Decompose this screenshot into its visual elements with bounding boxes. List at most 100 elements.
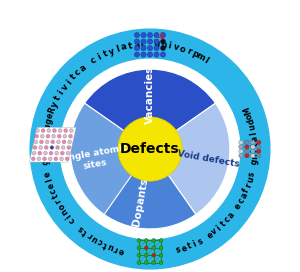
- Text: g: g: [44, 118, 54, 125]
- Text: R: R: [47, 106, 58, 115]
- Circle shape: [134, 39, 140, 44]
- Circle shape: [44, 146, 48, 149]
- Text: l: l: [45, 177, 54, 182]
- Text: g: g: [41, 159, 51, 165]
- Text: a: a: [78, 63, 88, 73]
- Circle shape: [147, 52, 153, 57]
- Circle shape: [245, 140, 249, 145]
- Circle shape: [141, 45, 146, 51]
- Wedge shape: [85, 69, 215, 149]
- Text: r: r: [185, 46, 192, 56]
- Circle shape: [60, 151, 64, 155]
- Text: m: m: [195, 51, 207, 63]
- Text: i: i: [64, 212, 73, 219]
- Circle shape: [46, 134, 50, 138]
- Text: t: t: [53, 94, 63, 102]
- Text: s: s: [247, 171, 257, 177]
- Text: e: e: [205, 230, 215, 240]
- Circle shape: [137, 246, 141, 250]
- Circle shape: [62, 140, 66, 144]
- Circle shape: [36, 129, 39, 132]
- Circle shape: [245, 144, 249, 149]
- Text: t: t: [40, 143, 50, 147]
- Text: a: a: [226, 211, 237, 220]
- Circle shape: [154, 39, 159, 44]
- Text: r: r: [86, 230, 94, 240]
- Circle shape: [47, 129, 51, 132]
- Circle shape: [55, 151, 58, 155]
- Circle shape: [250, 153, 255, 158]
- Text: a: a: [41, 136, 50, 142]
- Circle shape: [256, 153, 261, 158]
- Text: c: c: [141, 39, 146, 49]
- Circle shape: [245, 153, 249, 158]
- Text: i: i: [167, 41, 172, 51]
- Text: s: s: [76, 223, 86, 233]
- Circle shape: [134, 45, 140, 51]
- Circle shape: [137, 253, 141, 257]
- Text: t: t: [51, 192, 61, 199]
- Text: c: c: [68, 215, 77, 225]
- Text: Void defects: Void defects: [176, 149, 240, 169]
- Text: t: t: [101, 49, 109, 59]
- Circle shape: [52, 129, 56, 132]
- Text: n: n: [160, 40, 167, 50]
- Circle shape: [154, 45, 159, 51]
- Text: i: i: [96, 52, 103, 61]
- Circle shape: [65, 157, 69, 161]
- Text: c: c: [223, 215, 232, 225]
- Circle shape: [51, 140, 55, 144]
- Circle shape: [41, 129, 45, 132]
- Circle shape: [144, 253, 148, 257]
- Text: p: p: [190, 49, 200, 59]
- Circle shape: [60, 157, 63, 161]
- Text: v: v: [172, 42, 180, 52]
- Circle shape: [66, 151, 70, 155]
- Text: t: t: [81, 227, 89, 236]
- Text: s: s: [196, 236, 204, 246]
- Text: g: g: [249, 159, 259, 165]
- Circle shape: [56, 146, 59, 149]
- Circle shape: [63, 134, 67, 138]
- Circle shape: [245, 149, 249, 153]
- Circle shape: [159, 253, 163, 257]
- Circle shape: [61, 146, 65, 149]
- Text: e: e: [118, 245, 125, 255]
- Text: d: d: [246, 118, 256, 125]
- Circle shape: [147, 32, 153, 38]
- Circle shape: [32, 151, 36, 155]
- Circle shape: [250, 140, 255, 145]
- Circle shape: [250, 149, 255, 153]
- Text: r: r: [54, 197, 64, 205]
- Text: M: M: [242, 105, 253, 116]
- Circle shape: [38, 151, 42, 155]
- Text: v: v: [210, 227, 219, 237]
- Wedge shape: [150, 103, 230, 215]
- Circle shape: [144, 261, 148, 264]
- Circle shape: [49, 151, 53, 155]
- Text: t: t: [69, 73, 78, 82]
- Circle shape: [160, 45, 166, 51]
- Text: s: s: [175, 245, 182, 255]
- Text: u: u: [248, 123, 258, 131]
- Circle shape: [144, 246, 148, 250]
- Circle shape: [159, 261, 163, 264]
- Text: o: o: [178, 44, 187, 54]
- Circle shape: [134, 52, 140, 57]
- Text: f: f: [242, 187, 251, 194]
- Circle shape: [144, 239, 148, 242]
- Polygon shape: [29, 127, 76, 162]
- Text: a: a: [239, 191, 249, 200]
- Text: y: y: [107, 46, 116, 57]
- Circle shape: [147, 45, 153, 51]
- Text: g: g: [153, 39, 160, 49]
- Text: Dopants: Dopants: [131, 177, 150, 227]
- Circle shape: [159, 246, 163, 250]
- Circle shape: [141, 32, 146, 38]
- Text: Defects: Defects: [120, 142, 180, 156]
- Circle shape: [152, 261, 156, 264]
- Circle shape: [56, 140, 60, 144]
- Text: o: o: [244, 112, 255, 120]
- Text: Single atomic
sites: Single atomic sites: [58, 143, 130, 174]
- Text: u: u: [90, 233, 100, 244]
